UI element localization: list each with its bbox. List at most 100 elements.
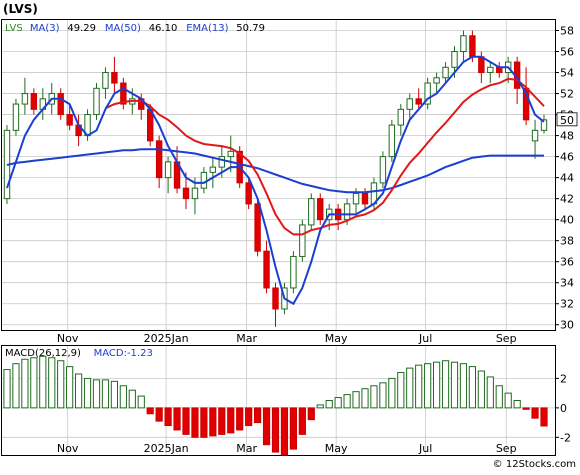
candle [388,119,396,162]
macd-bar [424,363,432,409]
price-y-axis: 30 32 34 36 38 40 42 44 46 48 50 52 54 56 58 [555,25,574,332]
price-legend-item: 49.29 [67,23,96,34]
candle [290,251,297,294]
candle [12,98,20,136]
macd-bar [280,407,289,456]
last-price-marker: 50 [556,112,578,127]
candle [531,119,539,159]
candle [379,151,387,189]
candle [433,72,440,94]
macd-bar [128,389,136,409]
candle [299,219,306,262]
macd-y-tick-label: 0 [560,402,567,415]
macd-bar [66,366,74,409]
macd-bar [119,385,127,409]
candle [424,77,431,110]
candle [155,135,163,189]
macd-bar [146,407,154,415]
macd-bar [289,407,297,450]
macd-bar [254,407,262,424]
price-legend-item: MA(3) [30,23,60,34]
macd-bar [450,361,459,409]
macd-bar [245,407,253,427]
macd-bar [504,392,512,409]
macd-bar [522,407,530,410]
macd-bar [343,394,351,409]
macd-x-tick-label: May [325,442,348,455]
price-y-tick-label: 56 [560,46,574,59]
candle [540,114,548,134]
macd-bar [406,367,414,409]
macd-bar [397,372,405,409]
macd-bar [495,385,503,409]
macd-bar [334,397,342,409]
macd-bar [110,380,119,409]
price-y-tick-label: 32 [560,298,574,311]
macd-bar [441,360,450,409]
price-legend-item: MA(50) [105,23,141,34]
price-y-tick-label: 52 [560,88,574,101]
macd-bar [325,400,333,409]
x-tick-label: Mar [236,332,257,345]
price-y-tick-label: 36 [560,256,574,269]
candle [308,193,315,231]
macd-bar [137,395,145,409]
macd-bar [155,407,163,422]
chart-title: (LVS) [3,2,38,16]
candle [263,240,270,294]
macd-bar [459,363,468,409]
price-y-tick-label: 58 [560,25,574,38]
candle [111,56,118,94]
candle [21,77,29,115]
macd-bar [352,391,360,409]
macd-bar [262,407,271,446]
ema13-line [104,77,545,236]
candle [406,93,413,120]
macd-bar [307,407,315,421]
price-legend-item: 46.10 [149,23,178,34]
macd-bar [173,407,181,431]
price-legend: LVS MA(3) 49.29 MA(50) 46.10 EMA(13) 50.79 [5,23,265,34]
macd-bar [468,366,476,409]
macd-bar [531,407,539,419]
macd-bar [361,388,369,409]
macd-bar [388,377,396,409]
macd-bar [236,407,244,431]
macd-bar [12,363,20,409]
price-y-tick-label: 48 [560,130,574,143]
candle [30,88,38,115]
macd-bar [164,407,172,427]
candle [164,156,172,194]
candle [57,88,64,120]
macd-bar [486,376,494,409]
candle [442,62,449,84]
macd-bar [370,385,378,409]
macd-bar [48,357,56,409]
candle [245,177,252,210]
ma3-line [6,55,545,306]
candle [415,88,422,110]
candle [209,156,217,189]
x-tick-label: May [325,332,348,345]
price-legend-item: LVS [5,23,23,34]
macd-bar [3,369,11,409]
macd-bar [200,407,208,438]
macd-bar [39,355,47,409]
macd-bar [101,379,110,409]
x-tick-label: Nov [57,332,79,345]
macd-x-tick-label: 2025Jan [144,442,189,455]
macd-bar [415,364,423,409]
macd-bar [218,407,226,435]
macd-bar [182,407,190,435]
macd-y-tick-label: 2 [560,372,567,385]
price-x-axis: Nov 2025Jan Mar May Jul Sep [57,332,517,345]
candlesticks [3,30,548,327]
candle [460,30,467,63]
candle [120,77,127,110]
macd-x-tick-label: Mar [236,442,257,455]
candle [487,62,494,84]
watermark: © 12Stocks.com [493,459,576,470]
candle [66,104,73,131]
